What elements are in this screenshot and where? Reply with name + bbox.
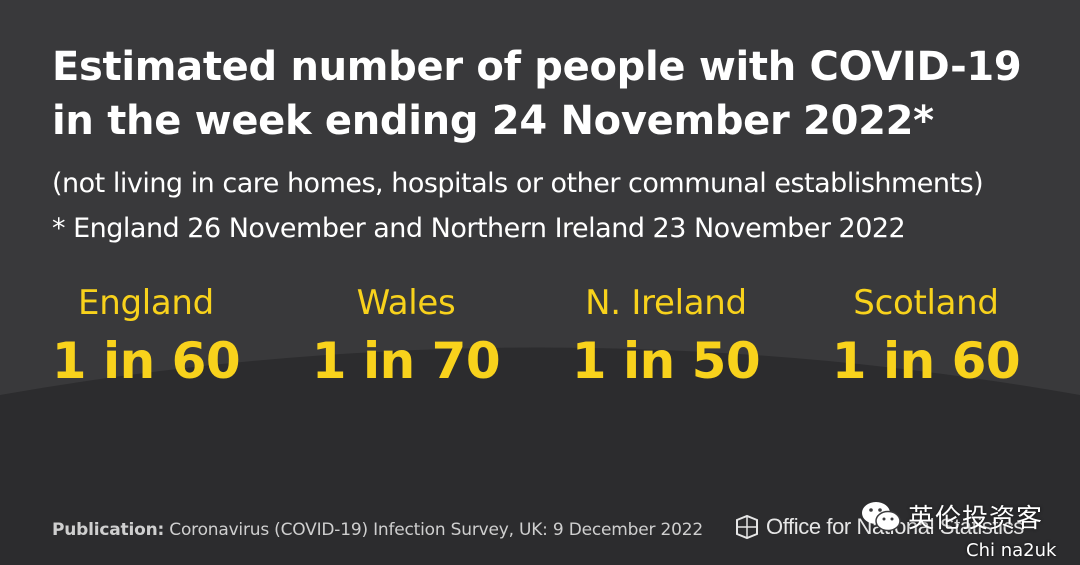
publication-text: Coronavirus (COVID-19) Infection Survey,…	[169, 520, 703, 540]
region-label: Wales	[356, 283, 456, 323]
ratio-value: 1 in 60	[51, 332, 241, 390]
publication-label: Publication:	[52, 520, 165, 540]
region-label: N. Ireland	[585, 283, 747, 323]
watermark: 英伦投资客	[860, 498, 1043, 535]
ratio-value: 1 in 70	[311, 332, 501, 390]
region-label: England	[78, 283, 214, 323]
ratio-value: 1 in 50	[571, 332, 761, 390]
ratio-value: 1 in 60	[831, 332, 1021, 390]
ons-logo-icon	[736, 514, 758, 540]
stat-scotland: Scotland 1 in 60	[796, 280, 1056, 396]
infographic-title: Estimated number of people with COVID-19…	[52, 44, 1022, 144]
watermark-text: 英伦投资客	[908, 504, 1044, 534]
wechat-icon	[862, 501, 901, 531]
publication-credit: Publication: Coronavirus (COVID-19) Infe…	[52, 519, 703, 541]
stat-wales: Wales 1 in 70	[276, 280, 536, 396]
region-label: Scotland	[853, 283, 999, 323]
watermark-sub: Chi na2uk	[966, 540, 1057, 561]
stat-northern-ireland: N. Ireland 1 in 50	[536, 280, 796, 396]
stat-england: England 1 in 60	[16, 280, 276, 396]
infographic-subtitle: (not living in care homes, hospitals or …	[52, 168, 984, 199]
date-footnote: * England 26 November and Northern Irela…	[52, 213, 906, 244]
